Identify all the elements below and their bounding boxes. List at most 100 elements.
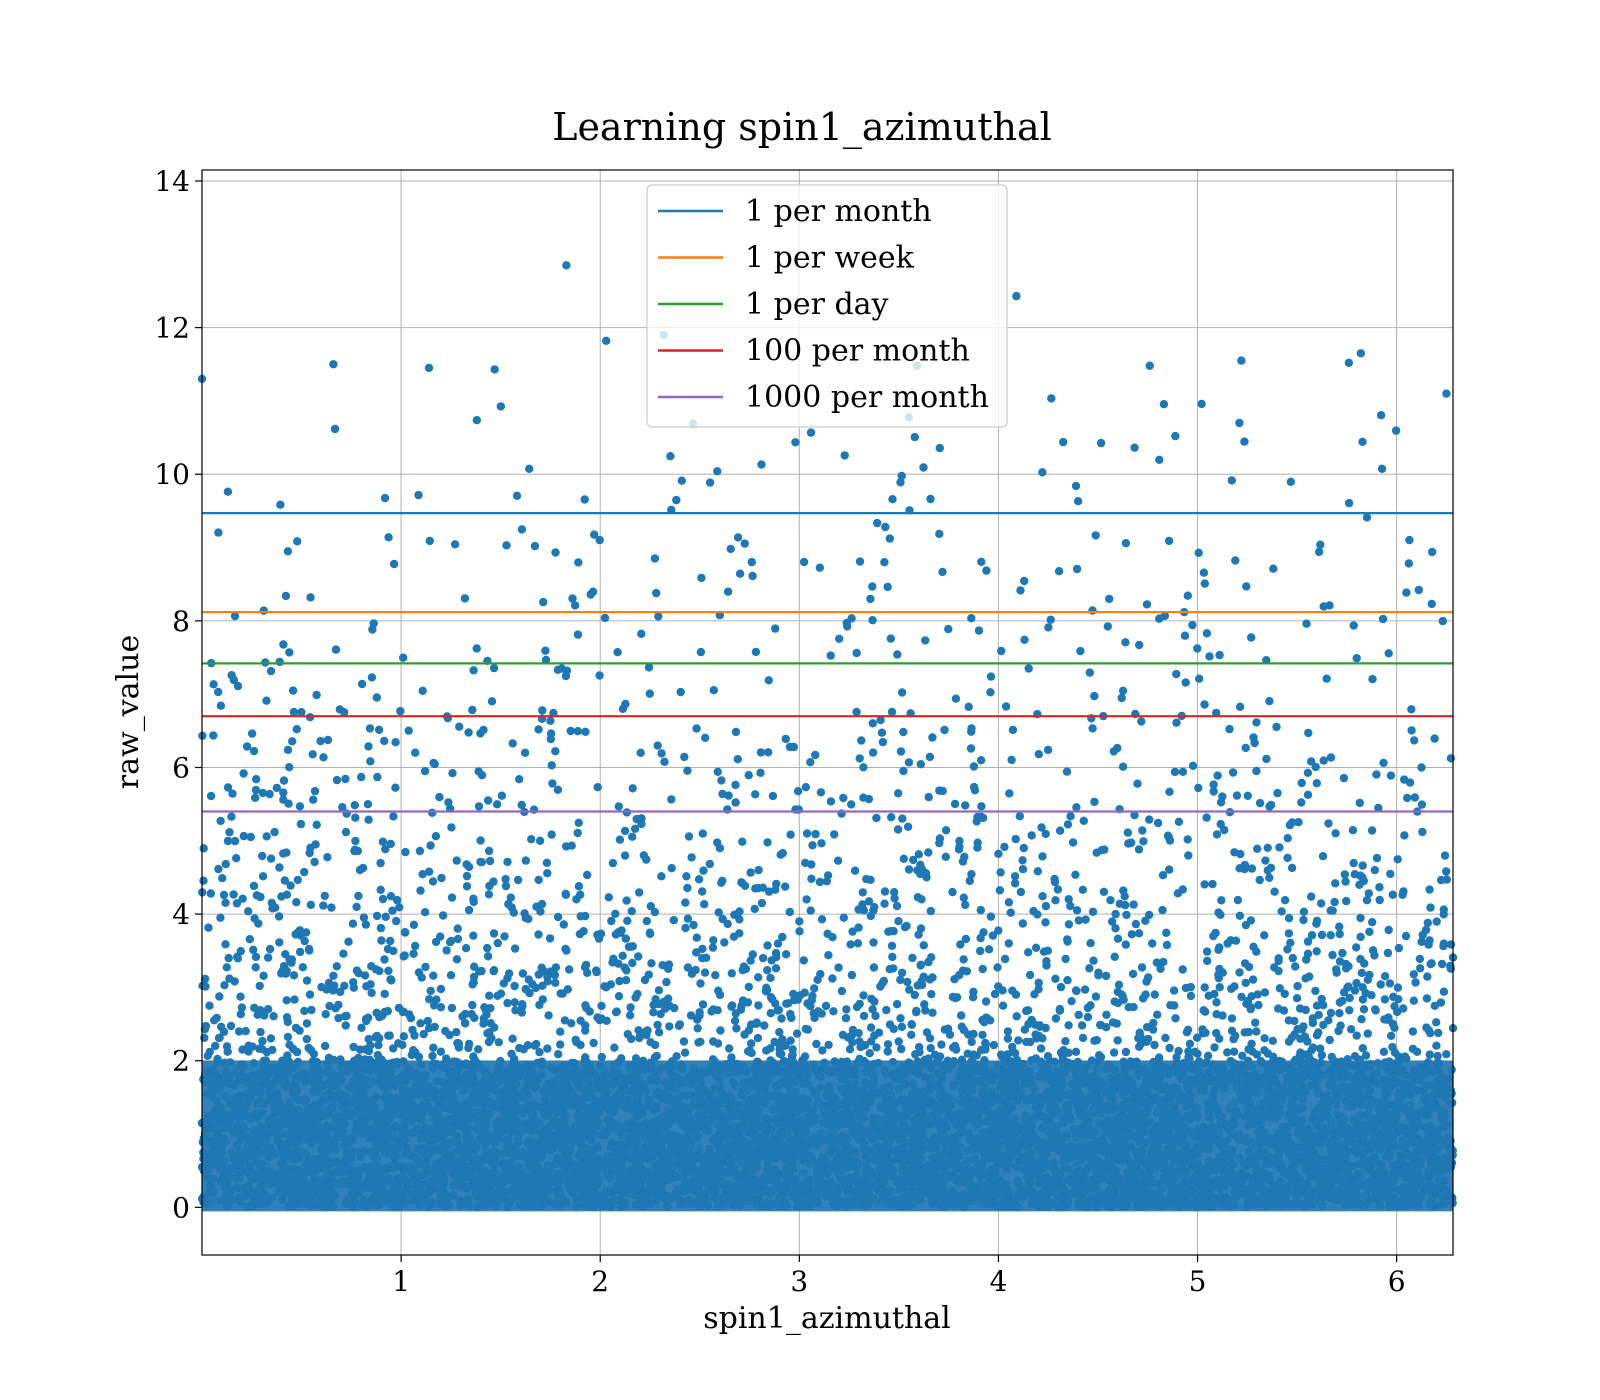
scatter-point [731, 727, 741, 737]
scatter-point [773, 939, 783, 948]
scatter-point [681, 923, 690, 933]
scatter-point [1326, 906, 1335, 915]
scatter-point [754, 1001, 763, 1010]
scatter-point [751, 790, 760, 799]
scatter-point [334, 1013, 343, 1023]
scatter-point [1110, 952, 1119, 961]
scatter-point [636, 748, 645, 757]
scatter-point [1372, 853, 1382, 863]
scatter-point [1051, 974, 1060, 983]
scatter-point [1365, 927, 1374, 936]
scatter-point [1335, 929, 1344, 939]
scatter-point [1212, 998, 1221, 1007]
scatter-point [1041, 918, 1050, 927]
scatter-point [1356, 932, 1365, 942]
scatter-point [885, 965, 894, 974]
scatter-point [767, 994, 777, 1004]
scatter-point [747, 1039, 756, 1048]
scatter-point [543, 1044, 552, 1053]
scatter-point [420, 908, 430, 917]
scatter-point [297, 708, 306, 717]
scatter-point [378, 894, 388, 904]
scatter-point [894, 917, 903, 926]
scatter-point [1137, 963, 1147, 972]
scatter-point [258, 872, 268, 881]
scatter-point [968, 993, 978, 1002]
scatter-point [1344, 498, 1354, 508]
scatter-point [871, 1011, 880, 1021]
scatter-point [880, 899, 889, 908]
scatter-point [966, 744, 976, 753]
scatter-point [840, 451, 849, 460]
scatter-point [442, 946, 451, 955]
scatter-point [227, 812, 236, 821]
scatter-point [786, 830, 795, 839]
scatter-point [1006, 908, 1015, 917]
scatter-point [1428, 547, 1437, 557]
scatter-point [869, 938, 878, 947]
scatter-point [988, 931, 998, 940]
scatter-point [341, 1021, 350, 1030]
scatter-point [431, 832, 441, 841]
scatter-point [1004, 898, 1014, 907]
scatter-point [1286, 477, 1296, 486]
scatter-point [937, 1040, 946, 1049]
scatter-point [404, 726, 413, 735]
scatter-point [285, 763, 294, 772]
scatter-point [1081, 915, 1090, 924]
scatter-point [1400, 831, 1409, 840]
scatter-point [270, 827, 279, 837]
scatter-point [258, 851, 267, 861]
scatter-point [542, 858, 552, 867]
scatter-point [785, 742, 795, 752]
scatter-point [926, 1043, 935, 1053]
scatter-point [692, 948, 701, 957]
scatter-point [864, 897, 874, 906]
scatter-point [1159, 400, 1169, 409]
scatter-point [595, 671, 604, 680]
scatter-point [1200, 700, 1209, 709]
scatter-point [753, 1033, 763, 1043]
scatter-point [1357, 1015, 1366, 1024]
scatter-point [1283, 945, 1292, 954]
scatter-point [1408, 1027, 1418, 1036]
scatter-point [757, 460, 766, 469]
scatter-point [847, 970, 857, 980]
scatter-point [621, 699, 630, 709]
scatter-point [977, 557, 986, 566]
scatter-point [1368, 946, 1378, 955]
scatter-point [302, 1019, 312, 1028]
scatter-point [340, 1012, 350, 1021]
scatter-point [1109, 1048, 1119, 1057]
scatter-point [1338, 996, 1347, 1006]
scatter-point [452, 856, 461, 865]
scatter-point [255, 1044, 264, 1053]
scatter-point [200, 974, 210, 984]
scatter-point [573, 727, 582, 736]
scatter-point [561, 671, 571, 681]
scatter-point [828, 974, 837, 983]
scatter-point [978, 1030, 987, 1040]
scatter-point [1317, 899, 1326, 908]
scatter-point [409, 949, 418, 958]
scatter-point [1034, 984, 1043, 994]
scatter-point [847, 1030, 857, 1040]
scatter-point [1236, 849, 1245, 859]
scatter-point [1303, 1037, 1312, 1046]
scatter-point [1349, 621, 1358, 630]
scatter-point [1280, 989, 1290, 999]
scatter-point [1122, 910, 1131, 920]
scatter-point [896, 975, 905, 985]
scatter-point [1242, 582, 1251, 591]
scatter-point [919, 941, 928, 950]
scatter-point [775, 1027, 784, 1037]
scatter-point [1218, 792, 1227, 801]
scatter-point [950, 799, 960, 809]
scatter-point [573, 828, 582, 838]
scatter-point [818, 1046, 827, 1055]
scatter-point [1434, 1028, 1443, 1038]
scatter-point [1023, 948, 1033, 957]
scatter-point [1111, 909, 1120, 919]
scatter-point [266, 854, 276, 863]
scatter-point [850, 866, 860, 875]
